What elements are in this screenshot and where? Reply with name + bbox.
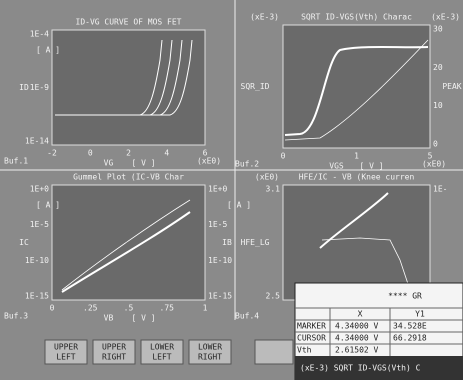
axis-unit: [ A ] — [36, 201, 60, 210]
y-tick-label: 1E-10 — [25, 256, 49, 265]
x-tick-label: 0 — [50, 304, 55, 313]
y2-tick-label: 10 — [433, 101, 443, 110]
button[interactable] — [44, 339, 88, 365]
buffer-label: Buf.1 — [4, 157, 28, 166]
table-cell: 4.34000 V — [335, 334, 379, 343]
axis-unit: [ A ] — [36, 46, 60, 55]
y2-tick-label: 1E-10 — [208, 256, 232, 265]
y-tick-label: 1E-4 — [30, 30, 49, 39]
panel-title: ID-VG CURVE OF MOS FET — [76, 18, 182, 27]
table-lines — [295, 307, 463, 356]
y-tick-label: 1E-5 — [30, 220, 49, 229]
table-cell: 34.528E — [393, 322, 427, 331]
axis-label: IB — [222, 238, 232, 247]
table-cell: 66.2918 — [393, 334, 427, 343]
column-header: X — [358, 310, 363, 319]
y-tick-label: 1E-15 — [25, 292, 49, 301]
y-tick-label: 2.5 — [266, 292, 281, 301]
x-tick-label: 2 — [126, 149, 131, 158]
axis-unit: [ V ] — [131, 314, 155, 323]
x-tick-label: -2 — [47, 149, 57, 158]
buffer-label: Buf.2 — [235, 160, 259, 169]
axis-unit: [ V ] — [359, 162, 383, 171]
table-cell: 4.34000 V — [335, 322, 379, 331]
axis-label: VG — [104, 159, 114, 168]
y-tick-label: 1E+0 — [30, 185, 49, 194]
x-tick-label: 0 — [281, 152, 286, 161]
y2-tick-label: 30 — [433, 25, 443, 34]
table-footer: (xE-3) SQRT ID-VGS(Vth) C — [300, 364, 421, 373]
y-tick-label: 3.1 — [266, 185, 281, 194]
plot-frames — [51, 24, 431, 301]
exponent: (xE-3) — [431, 13, 460, 22]
blank-button[interactable] — [254, 339, 294, 365]
curves — [55, 39, 429, 293]
x-tick-label: .75 — [160, 304, 175, 313]
column-header: Y1 — [415, 310, 425, 319]
axis-unit: [ A ] — [227, 201, 251, 210]
exponent: (xE0) — [422, 160, 446, 169]
panel-title: SQRT ID-VGS(Vth) Charac — [301, 13, 412, 22]
buffer-label: Buf.4 — [235, 312, 259, 321]
panel-title: Gummel Plot (IC-VB Char — [73, 173, 184, 182]
x-tick-label: 5 — [428, 152, 433, 161]
y2-tick-label: 20 — [433, 63, 443, 72]
exponent: (xE0) — [255, 173, 279, 182]
button-label[interactable]: UPPER — [102, 343, 126, 352]
exponent: (xE-3) — [250, 13, 279, 22]
buffer-label: Buf.3 — [4, 312, 28, 321]
axis-label: IC — [19, 238, 29, 247]
axis-label: VGS — [329, 162, 344, 171]
button-label[interactable]: LOWER — [198, 343, 222, 352]
axis-label: HFE_LG — [241, 238, 270, 247]
button-label[interactable]: LEFT — [152, 353, 171, 362]
x-tick-label: .25 — [83, 304, 98, 313]
button-label[interactable]: LEFT — [56, 353, 75, 362]
x-tick-label: 1 — [203, 304, 208, 313]
y2-tick-label: 0 — [433, 140, 438, 149]
button-label[interactable]: LOWER — [150, 343, 174, 352]
y2-tick-label: 1E-15 — [208, 292, 232, 301]
y2-tick-label: 1E+0 — [208, 185, 227, 194]
table-cell: Vth — [297, 346, 312, 355]
axis-label: ID — [19, 83, 29, 92]
table-cell: 2.61502 V — [335, 346, 379, 355]
table-footer-bar — [295, 356, 463, 380]
y2-tick-label: 1E- — [433, 185, 447, 194]
x-tick-label: 4 — [164, 149, 169, 158]
axis-unit: [ V ] — [131, 159, 155, 168]
button-label[interactable]: UPPER — [54, 343, 78, 352]
button[interactable] — [92, 339, 136, 365]
button-label[interactable]: RIGHT — [198, 353, 222, 362]
x-tick-label: 1 — [354, 152, 359, 161]
y-tick-label: 1E-14 — [25, 137, 49, 146]
x-tick-label: .5 — [124, 304, 134, 313]
button[interactable] — [188, 339, 232, 365]
table-header: **** GR — [388, 292, 422, 301]
table-cell: CURSOR — [297, 334, 326, 343]
x-tick-label: 0 — [88, 149, 93, 158]
y-tick-label: 1E-9 — [30, 83, 49, 92]
x-tick-label: 6 — [203, 149, 208, 158]
separators — [0, 0, 463, 320]
axis-label: VB — [104, 314, 114, 323]
button-label[interactable]: RIGHT — [102, 353, 126, 362]
panel-title: HFE/IC - VB (Knee curren — [299, 173, 415, 182]
y2-tick-label: 1E-5 — [208, 220, 227, 229]
exponent: (xE0) — [197, 157, 221, 166]
axis-label: SQR_ID — [241, 82, 270, 91]
table-cell: MARKER — [297, 322, 326, 331]
button[interactable] — [140, 339, 184, 365]
axis-label: PEAK — [442, 82, 461, 91]
